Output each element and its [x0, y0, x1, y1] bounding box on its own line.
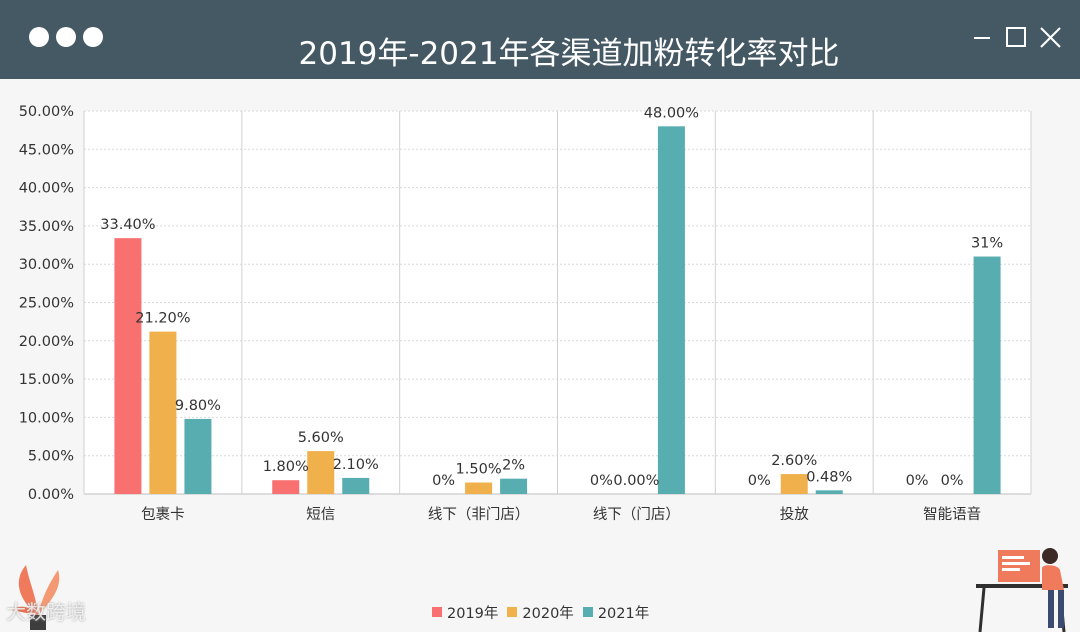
legend-item[interactable]: 2019年: [432, 602, 498, 623]
x-tick-label: 投放: [780, 506, 809, 523]
bar: [657, 126, 685, 494]
data-label: 0%: [748, 473, 771, 489]
bar: [342, 477, 370, 494]
legend-label: 2020年: [522, 605, 574, 622]
bar: [815, 490, 843, 494]
bar: [149, 331, 177, 494]
legend: 2019年 2020年 2021年: [432, 602, 658, 622]
x-tick-label: 智能语音: [923, 506, 981, 523]
data-label: 1.50%: [456, 462, 502, 478]
bar-chart: 0.00% 5.00% 10.00% 15.00% 20.00% 25.00% 30.00%…: [19, 104, 1032, 523]
data-label: 2.10%: [333, 457, 379, 473]
bar: [500, 478, 528, 494]
y-tick-label: 45.00%: [19, 142, 74, 158]
data-label: 48.00%: [644, 105, 699, 121]
data-label: 1.80%: [263, 459, 309, 475]
minimize-icon[interactable]: [968, 22, 998, 52]
x-tick-label: 线下（非门店）: [428, 506, 530, 523]
legend-swatch: [507, 607, 518, 617]
y-tick-label: 15.00%: [19, 372, 74, 388]
y-tick-label: 10.00%: [19, 410, 74, 426]
data-label: 2%: [502, 458, 525, 474]
bar: [465, 482, 493, 494]
legend-swatch: [432, 607, 442, 617]
x-axis-ticks: 包裹卡 短信 线下（非门店） 线下（门店） 投放 智能语音: [141, 506, 981, 523]
chart-title: 2019年-2021年各渠道加粉转化率对比: [298, 36, 840, 72]
x-tick-label: 线下（门店）: [593, 506, 680, 523]
y-tick-label: 35.00%: [19, 219, 74, 235]
y-tick-label: 5.00%: [28, 449, 74, 465]
data-label: 33.40%: [100, 217, 155, 233]
data-label: 0.48%: [806, 469, 852, 485]
data-label: 0%: [941, 473, 964, 489]
data-label: 9.80%: [175, 398, 221, 414]
desk-illustration: [976, 548, 1068, 632]
y-tick-label: 50.00%: [19, 104, 74, 120]
bar: [973, 256, 1001, 494]
x-tick-label: 短信: [306, 506, 335, 523]
bar: [272, 480, 300, 494]
y-tick-label: 0.00%: [28, 487, 74, 503]
bar: [114, 238, 142, 494]
data-label: 31%: [971, 236, 1003, 252]
data-label: 0%: [906, 473, 929, 489]
watermark: 大数跨境: [6, 600, 86, 624]
data-label: 0%: [590, 473, 613, 489]
legend-label: 2021年: [597, 605, 650, 622]
data-label: 0.00%: [613, 473, 659, 489]
data-label: 2.60%: [771, 453, 817, 469]
window-dot-3: [83, 27, 103, 47]
bar: [780, 474, 808, 494]
title-bar: 2019年-2021年各渠道加粉转化率对比: [0, 0, 1080, 79]
bar: [184, 418, 212, 494]
y-axis-ticks: 0.00% 5.00% 10.00% 15.00% 20.00% 25.00% 30.00%…: [19, 104, 74, 503]
y-tick-label: 25.00%: [19, 296, 74, 312]
y-tick-label: 40.00%: [19, 181, 74, 197]
data-label: 5.60%: [298, 430, 344, 446]
bars: [114, 126, 1001, 494]
data-label: 21.20%: [135, 311, 190, 327]
legend-item[interactable]: 2021年: [582, 602, 650, 623]
window-dot-1: [29, 27, 49, 47]
legend-item[interactable]: 2020年: [507, 602, 574, 623]
bar: [307, 451, 335, 494]
y-tick-label: 30.00%: [19, 257, 74, 273]
legend-swatch: [582, 607, 593, 617]
data-label: 0%: [432, 473, 455, 489]
data-labels: 33.40%21.20%9.80%1.80%5.60%2.10%0%1.50% 2…: [100, 105, 1003, 489]
plant-illustration: [12, 565, 60, 630]
y-tick-label: 20.00%: [19, 334, 74, 350]
maximize-icon[interactable]: [1002, 22, 1032, 52]
close-icon[interactable]: [1036, 22, 1066, 52]
grid-lines: [83, 110, 1032, 495]
x-tick-label: 包裹卡: [141, 506, 185, 523]
window-dot-2: [56, 27, 76, 47]
legend-label: 2019年: [447, 605, 499, 622]
